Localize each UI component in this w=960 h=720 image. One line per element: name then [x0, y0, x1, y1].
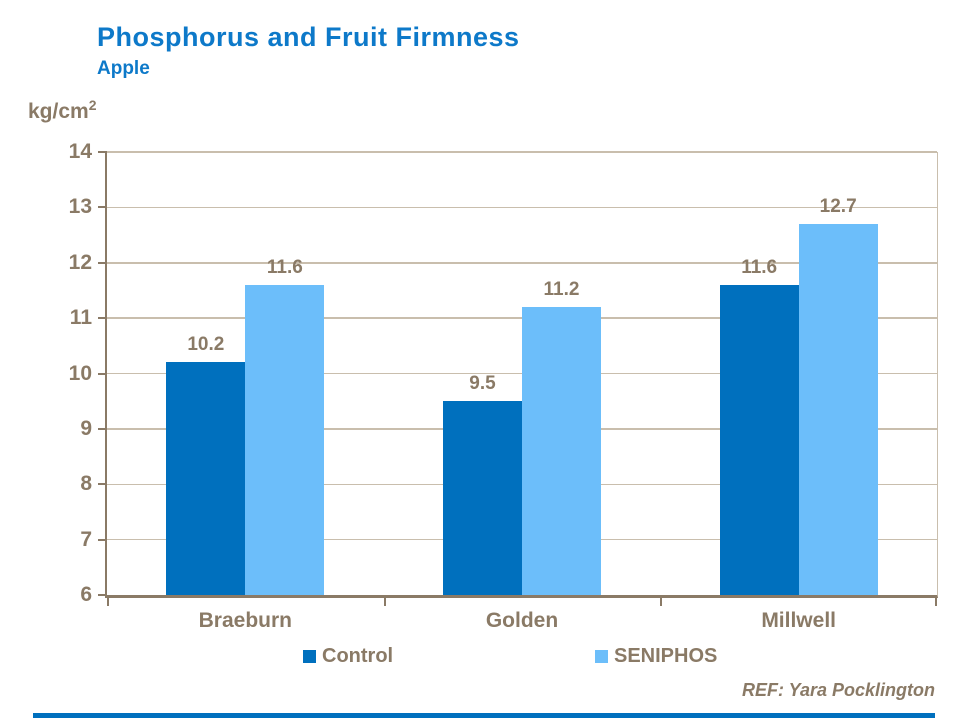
bar-seniphos-millwell	[798, 224, 878, 595]
y-tick-label: 12	[68, 250, 92, 274]
y-tick-label: 9	[80, 416, 92, 440]
gridline	[107, 262, 937, 264]
category-label-golden: Golden	[485, 609, 559, 632]
x-tick-mark	[383, 598, 386, 606]
legend: Control SENIPHOS	[105, 645, 935, 671]
y-tick-mark	[98, 372, 107, 375]
y-tick-mark	[98, 151, 107, 153]
data-label: 11.6	[741, 256, 778, 278]
gridline	[107, 206, 937, 209]
y-tick-mark	[98, 594, 107, 596]
plot-area: 6 7 8 9 10 11 12 13 14 10.2 11.6 Braeburn 9.5 11.2 Gol…	[69, 141, 938, 632]
legend-item-seniphos: SENIPHOS	[595, 645, 717, 668]
unit-base: kg/cm	[28, 100, 89, 123]
y-tick-label: 8	[80, 472, 92, 496]
gridline	[107, 151, 937, 153]
y-axis-unit-label: kg/cm2	[28, 97, 97, 124]
y-tick-label: 7	[80, 527, 92, 551]
chart-subtitle: Apple	[97, 58, 150, 79]
y-tick-mark	[98, 427, 107, 430]
y-tick-label: 6	[80, 583, 92, 606]
data-label: 12.7	[819, 195, 857, 217]
legend-item-control: Control	[303, 645, 393, 668]
legend-label-seniphos: SENIPHOS	[614, 645, 718, 667]
bar-seniphos-braeburn	[245, 284, 325, 595]
data-label: 11.2	[543, 279, 580, 301]
unit-superscript: 2	[88, 97, 97, 113]
y-tick-mark	[98, 261, 107, 264]
y-tick-mark	[98, 538, 107, 541]
chart-title: Phosphorus and Fruit Firmness	[97, 22, 520, 52]
legend-label-control: Control	[322, 645, 394, 667]
y-tick-mark	[98, 317, 107, 320]
data-label: 9.5	[469, 373, 496, 395]
seniphos-swatch-icon	[595, 650, 608, 663]
bar-control-millwell	[719, 284, 799, 595]
x-tick-mark	[660, 598, 663, 606]
bar-control-golden	[443, 401, 522, 595]
reference-credit: REF: Yara Pocklington	[741, 680, 935, 700]
category-label-braeburn: Braeburn	[198, 609, 292, 632]
y-tick-mark	[98, 483, 107, 486]
x-tick-mark	[935, 598, 937, 606]
bar-control-braeburn	[166, 362, 246, 595]
y-tick-label: 13	[68, 195, 92, 219]
y-tick-label: 11	[69, 306, 92, 330]
bar-seniphos-golden	[522, 307, 601, 595]
control-swatch-icon	[303, 650, 316, 663]
category-label-millwell: Millwell	[761, 609, 836, 632]
data-label: 11.6	[266, 256, 303, 278]
y-tick-label: 10	[68, 361, 92, 385]
x-tick-mark	[107, 598, 109, 606]
data-label: 10.2	[187, 334, 225, 356]
y-tick-mark	[98, 206, 107, 209]
y-tick-label: 14	[68, 140, 92, 163]
bottom-accent-bar	[33, 713, 935, 718]
